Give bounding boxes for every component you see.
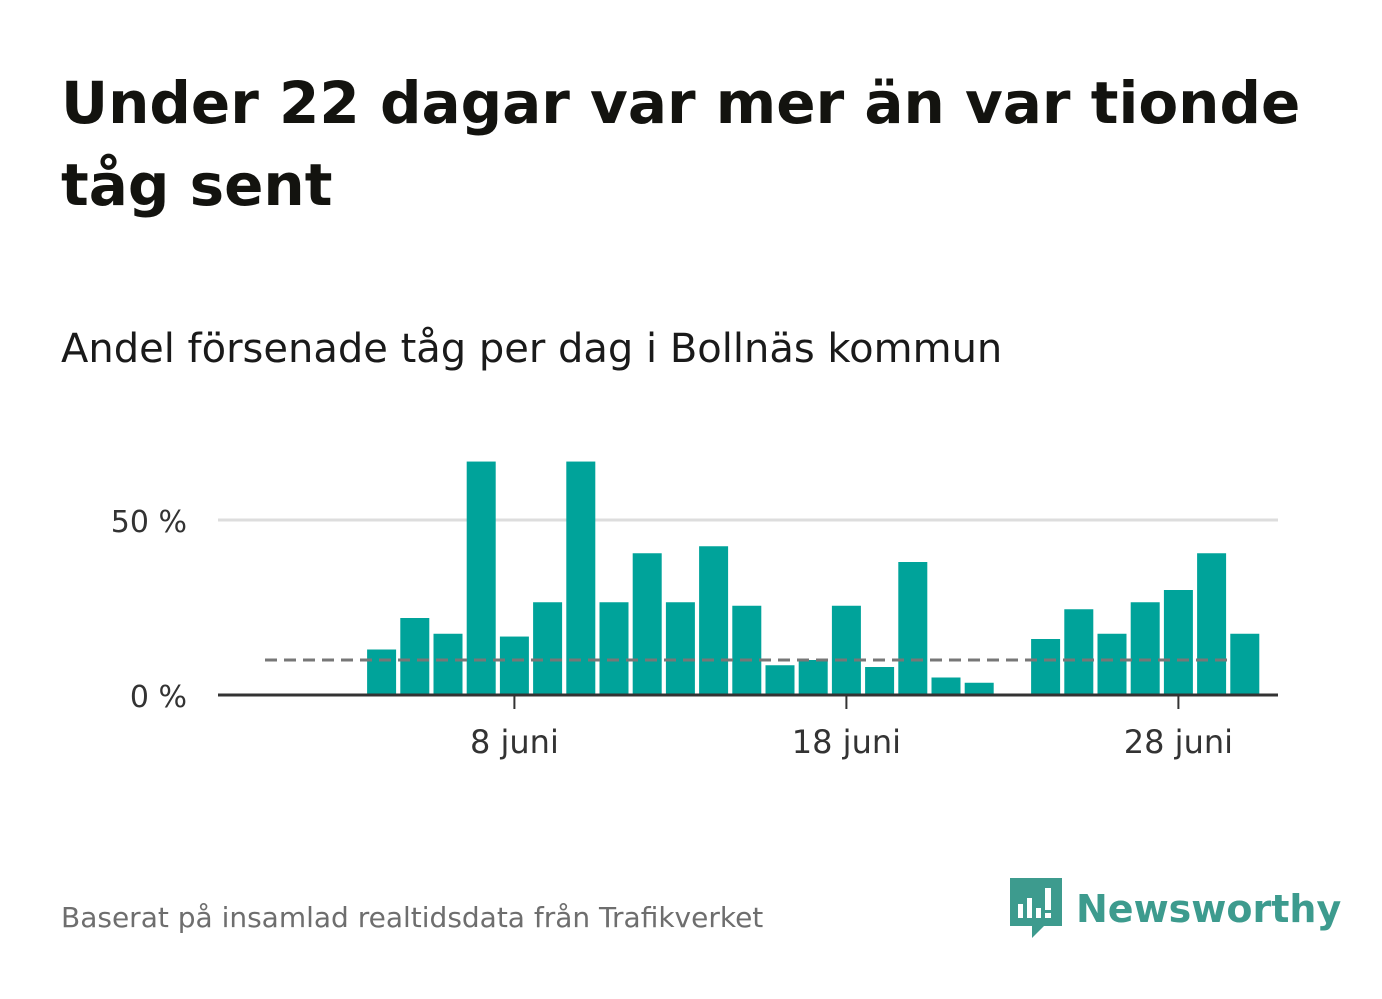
- bars-layer: [367, 461, 1260, 695]
- bar-30-juni: [1230, 633, 1260, 695]
- bar-28-juni: [1163, 590, 1193, 695]
- bar-9-juni: [533, 602, 563, 695]
- bar-21-juni: [931, 677, 961, 695]
- bar-20-juni: [898, 562, 928, 695]
- bar-11-juni: [599, 602, 629, 695]
- bar-12-juni: [632, 553, 662, 695]
- x-tick-label: 28 juni: [1124, 723, 1233, 761]
- bar-17-juni: [798, 660, 828, 695]
- bar-10-juni: [566, 461, 596, 695]
- bar-4-juni: [367, 649, 397, 695]
- bar-25-juni: [1064, 609, 1094, 695]
- axis-layer: [218, 693, 1278, 709]
- bar-19-juni: [865, 667, 895, 695]
- brand-name: Newsworthy: [1076, 887, 1342, 931]
- bar-18-juni: [831, 605, 861, 695]
- bar-5-juni: [400, 618, 430, 695]
- bar-29-juni: [1197, 553, 1227, 695]
- bar-13-juni: [665, 602, 695, 695]
- bar-8-juni: [499, 636, 529, 695]
- bar-27-juni: [1130, 602, 1160, 695]
- chart-subtitle: Andel försenade tåg per dag i Bollnäs ko…: [61, 326, 1003, 372]
- bar-24-juni: [1031, 639, 1061, 695]
- x-tick-label: 18 juni: [792, 723, 901, 761]
- brand-logo[interactable]: Newsworthy: [1010, 878, 1341, 940]
- bar-6-juni: [433, 633, 463, 695]
- bar-26-juni: [1097, 633, 1127, 695]
- bar-14-juni: [699, 546, 729, 695]
- bar-16-juni: [765, 665, 795, 695]
- bar-15-juni: [732, 605, 762, 695]
- source-note: Baserat på insamlad realtidsdata från Tr…: [61, 901, 764, 934]
- bar-7-juni: [466, 461, 496, 695]
- chart-title: Under 22 dagar var mer än var tionde tåg…: [61, 69, 1301, 219]
- y-tick-label: 50 %: [111, 505, 187, 540]
- y-tick-label: 0 %: [130, 680, 187, 715]
- newsworthy-logo-icon: [1010, 878, 1062, 938]
- x-tick-label: 8 juni: [470, 723, 559, 761]
- bar-22-juni: [964, 682, 994, 695]
- tick-labels-layer: 0 % 50 % 8 juni 18 juni 28 juni: [111, 505, 1233, 761]
